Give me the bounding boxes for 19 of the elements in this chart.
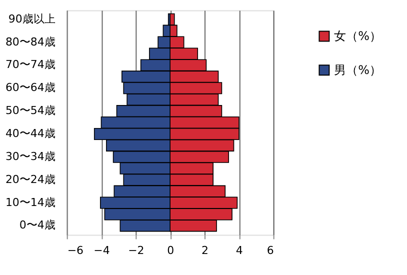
y-tick-label: 80〜84歳 [5,35,56,48]
y-tick-label: 90歳以上 [8,12,56,26]
y-tick-label: 10〜14歳 [5,196,56,209]
x-tick-label: −4 [94,244,110,258]
legend-label: 男（%） [334,63,382,78]
y-tick-label: 20〜24歳 [5,172,56,186]
x-tick-label: −6 [67,244,84,258]
y-tick-label: 40〜44歳 [5,126,56,140]
y-tick-label: 50〜54歳 [5,104,56,118]
x-tick-label: −2 [128,244,144,258]
y-tick-label: 0〜4歳 [19,218,56,232]
x-tick-label: 6 [266,244,274,258]
x-tick-label: 2 [202,244,208,258]
legend-label: 女（%） [334,29,382,44]
x-tick-label: 4 [236,244,243,258]
y-tick-label: 30〜34歳 [5,150,56,163]
y-tick-label: 60〜64歳 [5,81,56,94]
y-tick-label: 70〜74歳 [5,58,56,72]
x-tick-label: 0 [167,244,174,258]
